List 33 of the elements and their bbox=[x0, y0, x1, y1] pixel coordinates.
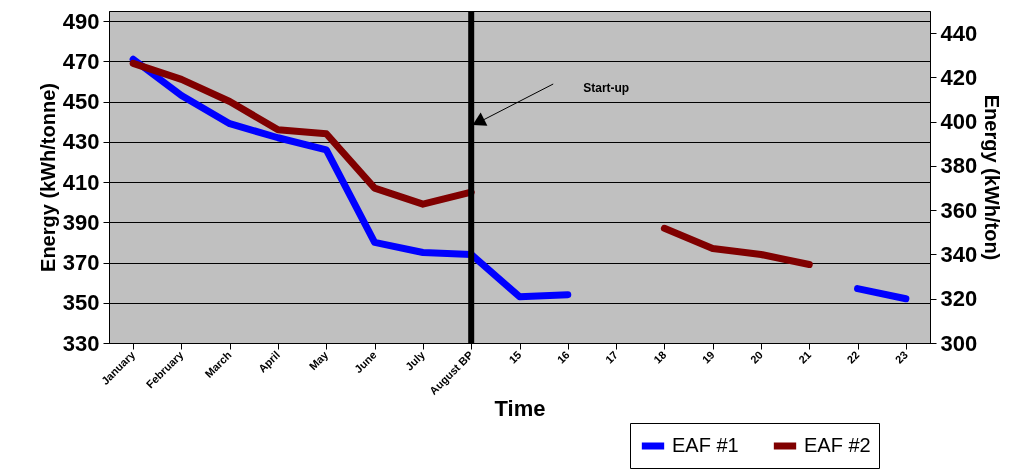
y-tick-label: 370 bbox=[62, 250, 100, 276]
x-tick-label: 18 bbox=[651, 348, 669, 366]
y-tick-label: 450 bbox=[62, 89, 100, 115]
x-axis-title: Time bbox=[494, 395, 546, 421]
y-tick-label: 490 bbox=[62, 8, 100, 34]
y2-tick-label: 440 bbox=[940, 20, 978, 46]
y2-tick-label: 360 bbox=[940, 197, 978, 223]
y2-tick-label: 340 bbox=[940, 241, 978, 267]
x-tick-label: 17 bbox=[602, 348, 621, 366]
x-tick-label: May bbox=[306, 347, 331, 373]
x-tick-label: 15 bbox=[506, 348, 524, 366]
x-tick-label: 19 bbox=[699, 348, 717, 366]
x-tick-label: 16 bbox=[554, 348, 572, 366]
annotation: Start-up bbox=[583, 81, 630, 95]
y2-tick-label: 320 bbox=[940, 286, 978, 312]
x-tick-label: 22 bbox=[844, 348, 862, 366]
x-tick-label: 20 bbox=[747, 348, 766, 366]
legend-label: EAF #2 bbox=[804, 434, 871, 456]
y-axis-title: Energy (kWh/tonne) bbox=[36, 83, 59, 272]
y2-tick-label: 400 bbox=[940, 109, 978, 135]
y-tick-label: 430 bbox=[62, 129, 100, 155]
x-tick-label: 21 bbox=[796, 348, 814, 366]
legend-label: EAF #1 bbox=[672, 434, 739, 456]
y-tick-label: 350 bbox=[62, 290, 100, 316]
y2-tick-label: 420 bbox=[940, 64, 978, 90]
y-tick-label: 390 bbox=[62, 209, 100, 235]
y2-tick-label: 300 bbox=[940, 330, 978, 356]
y-tick-label: 410 bbox=[62, 169, 100, 195]
x-tick-label: 23 bbox=[892, 348, 910, 366]
y2-axis-title: Energy (kWh/ton) bbox=[981, 94, 1004, 261]
y-tick-label: 470 bbox=[62, 48, 100, 74]
y2-tick-label: 380 bbox=[940, 153, 978, 179]
y-tick-label: 330 bbox=[62, 330, 100, 356]
